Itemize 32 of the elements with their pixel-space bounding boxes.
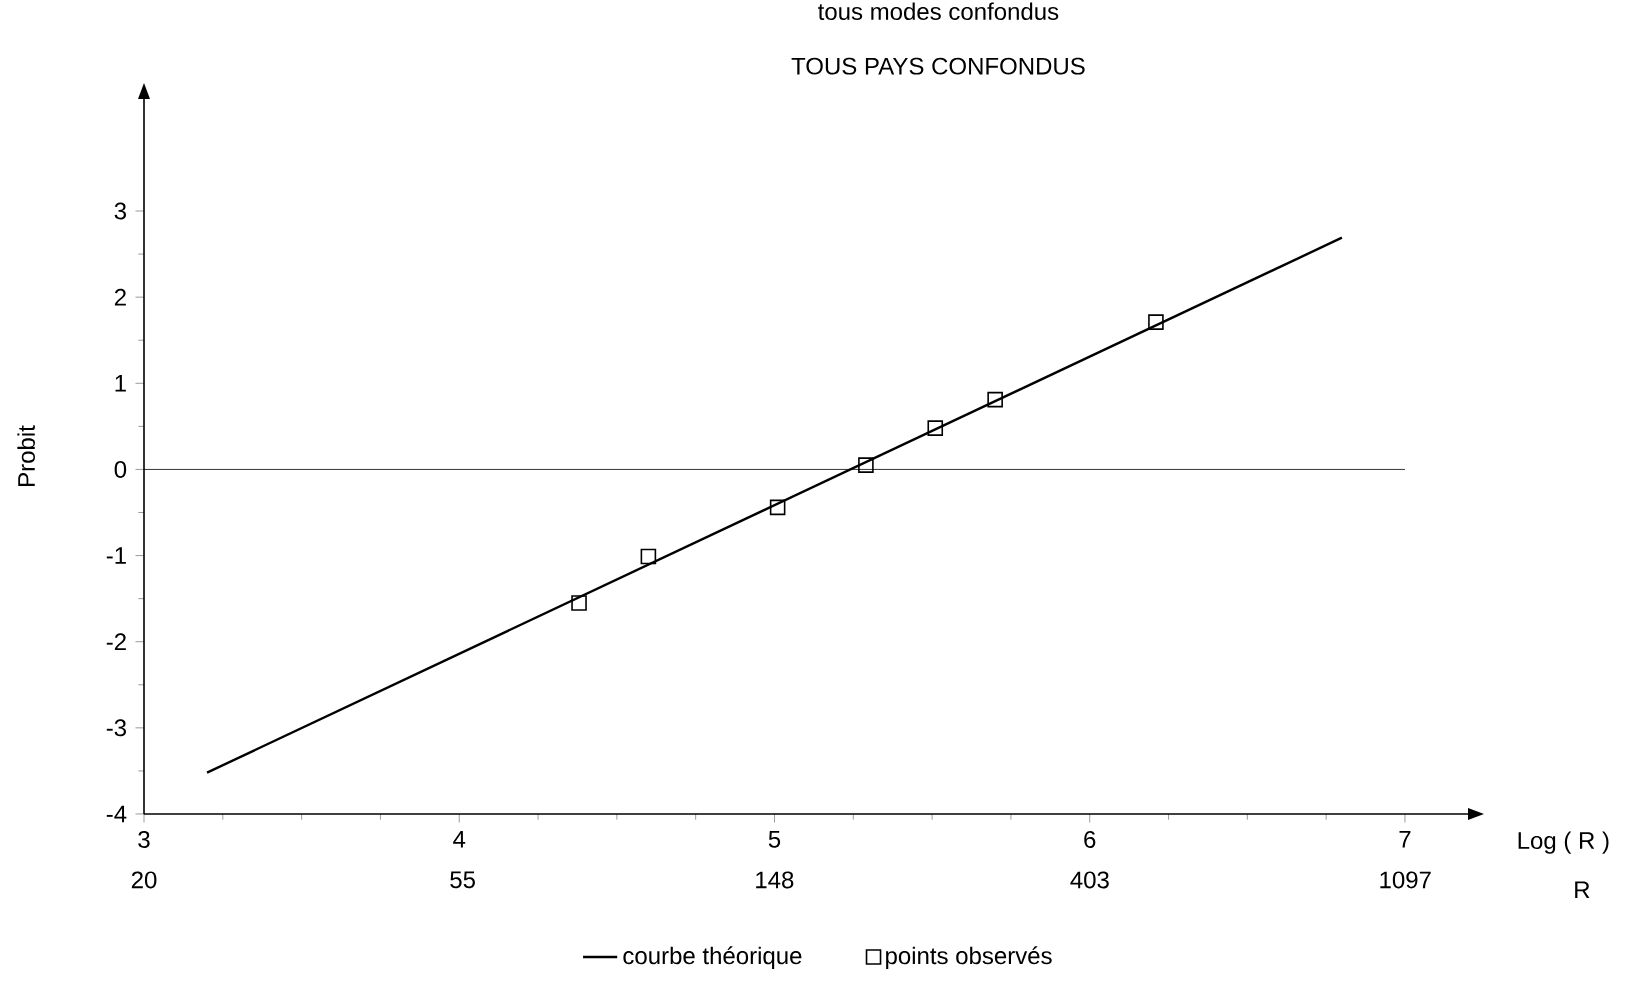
y-tick-label: 2 [114,288,126,306]
point [987,391,1003,408]
x2-tick-label: 1097 [1380,871,1431,889]
x2-tick-label: 20 [131,871,157,889]
point [858,457,874,473]
y-tick-label: -2 [106,633,126,651]
y-tick-label: -4 [106,805,127,823]
x-tick-label: 4 [453,830,466,848]
x2-axis-title: R [1575,881,1590,899]
point [1148,314,1164,330]
point [927,420,944,436]
x-tick-label: 5 [768,830,781,848]
y-tick-label: 0 [114,460,127,478]
chart-subtitle: TOUS PAYS CONFONDUS [791,57,1085,75]
y-tick-label: 3 [114,202,127,220]
legend-label: courbe théorique [623,946,802,970]
y-tick-label: -3 [106,719,127,737]
point [640,548,657,565]
point [769,499,786,516]
y-tick-label: 1 [115,375,126,392]
y-tick-label: -1 [106,547,126,564]
x2-tick-label: 55 [450,871,475,889]
x-axis-title: Log ( R ) [1518,831,1609,854]
legend-label: points observés [886,946,1052,970]
chart-title: tous modes confondus [818,2,1059,21]
x-tick-label: 6 [1084,830,1096,848]
y-axis-title: Probit [17,425,35,486]
point [571,595,587,611]
x-tick-label: 7 [1399,830,1411,848]
x2-tick-label: 148 [756,871,794,889]
x2-tick-label: 403 [1070,871,1109,889]
x-tick-label: 3 [138,830,150,848]
